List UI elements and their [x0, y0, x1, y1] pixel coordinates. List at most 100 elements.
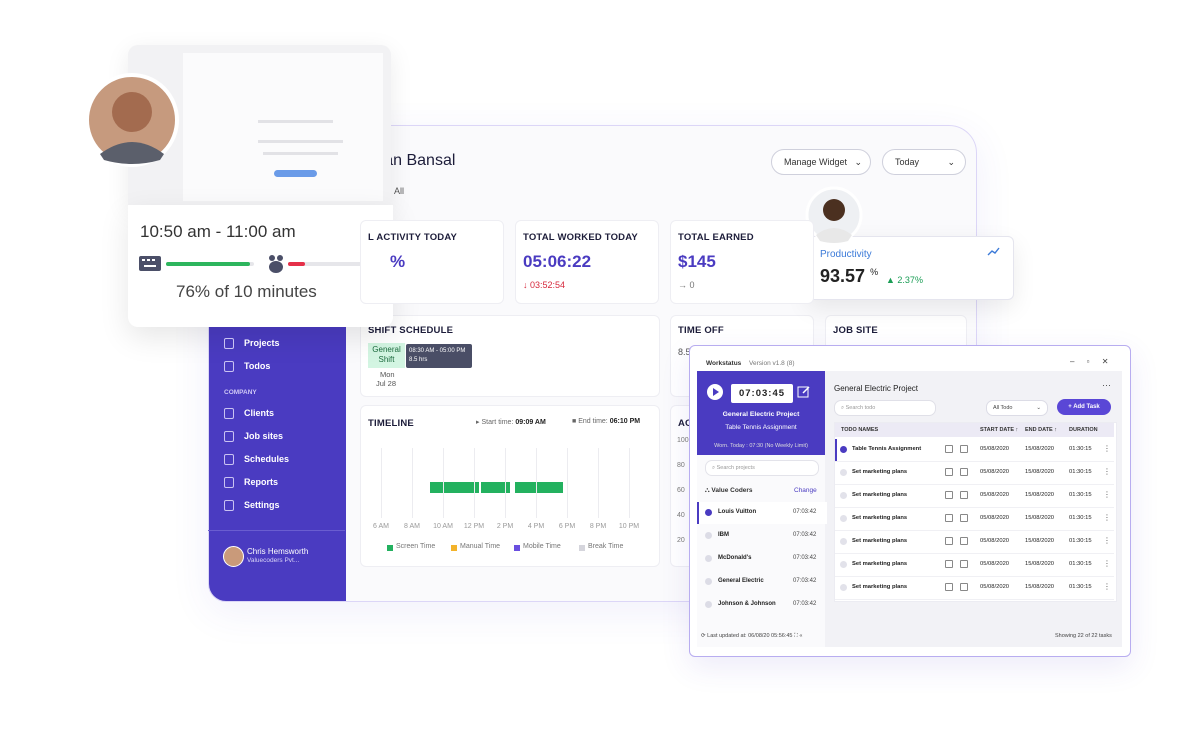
- hour-label: 10 AM: [433, 523, 453, 530]
- sidebar-icon: [224, 500, 234, 511]
- todo-name[interactable]: Set marketing plans: [852, 469, 908, 475]
- sidebar-item[interactable]: Todos: [244, 361, 271, 371]
- sidebar-item[interactable]: Reports: [244, 477, 279, 487]
- edit-icon[interactable]: [960, 468, 968, 476]
- project-name[interactable]: Louis Vuitton: [718, 509, 757, 515]
- edit-icon[interactable]: [960, 445, 968, 453]
- more-menu[interactable]: ···: [1102, 380, 1111, 390]
- productivity-number: 93.57: [820, 266, 866, 286]
- shift-hours: 8.5 hrs: [409, 357, 428, 363]
- todo-cell: 01:30:15: [1069, 515, 1092, 521]
- todo-cell: 01:30:15: [1069, 446, 1092, 452]
- legend-label: Break Time: [588, 543, 624, 550]
- search-projects-placeholder: Search projects: [716, 465, 755, 471]
- project-icon: [705, 532, 712, 539]
- lock-icon: [945, 445, 953, 453]
- todo-filter[interactable]: All Todo ⌄: [986, 400, 1048, 416]
- todo-cell: 01:30:15: [1069, 584, 1092, 590]
- todo-status: [840, 469, 847, 476]
- sidebar-icon: [224, 361, 234, 372]
- timeline-gridline: [412, 448, 413, 518]
- row-menu[interactable]: ⋮: [1103, 582, 1111, 591]
- stat-value: 05:06:22: [523, 252, 592, 271]
- search-todo[interactable]: ⌕ Search todo: [834, 400, 936, 416]
- project-icon: [705, 555, 712, 562]
- edit-icon[interactable]: [960, 491, 968, 499]
- period-select[interactable]: Today ⌄: [882, 149, 966, 175]
- timeline-bar: [430, 482, 479, 493]
- project-name[interactable]: General Electric: [718, 578, 764, 584]
- project-name[interactable]: IBM: [718, 532, 729, 538]
- shift-tooltip: 08:30 AM - 05:00 PM 8.5 hrs: [406, 344, 472, 368]
- change-link[interactable]: Change: [794, 487, 817, 494]
- worked-today: Worn. Today : 07:30 (No Weekly Limit): [714, 443, 808, 449]
- lock-icon: [945, 583, 953, 591]
- row-menu[interactable]: ⋮: [1103, 559, 1111, 568]
- timeline-card: [360, 405, 660, 567]
- row-menu[interactable]: ⋮: [1103, 513, 1111, 522]
- project-icon: [705, 601, 712, 608]
- timeline-bar: [481, 482, 510, 493]
- sidebar-item[interactable]: Job sites: [244, 431, 284, 441]
- todo-name[interactable]: Set marketing plans: [852, 561, 908, 567]
- shift-date: Jul 28: [376, 379, 397, 388]
- manage-widget-button[interactable]: Manage Widget ⌄: [771, 149, 871, 175]
- org-name: ⛬ Value Coders: [705, 487, 753, 494]
- showing-count: Showing 22 of 22 tasks: [1055, 633, 1112, 639]
- row-menu[interactable]: ⋮: [1103, 536, 1111, 545]
- edit-icon[interactable]: [960, 514, 968, 522]
- change-value: 2.37%: [897, 275, 923, 285]
- edit-icon[interactable]: [960, 560, 968, 568]
- row-menu[interactable]: ⋮: [1103, 444, 1111, 453]
- productivity-unit: %: [870, 267, 879, 277]
- todo-cell: 15/08/2020: [1025, 584, 1055, 590]
- edit-icon[interactable]: [960, 537, 968, 545]
- sidebar-item[interactable]: Clients: [244, 408, 275, 418]
- lock-icon: [945, 560, 953, 568]
- row-divider: [835, 530, 1114, 531]
- hour-label: 8 AM: [404, 523, 420, 530]
- todo-name[interactable]: Set marketing plans: [852, 584, 908, 590]
- timeline-start: ▸ Start time: 09:09 AM: [476, 419, 546, 426]
- hour-label: 6 PM: [558, 523, 576, 530]
- project-time: 07:03:42: [793, 532, 817, 538]
- sidebar-icon: [224, 431, 234, 442]
- org-label: Value Coders: [711, 487, 753, 494]
- row-menu[interactable]: ⋮: [1103, 490, 1111, 499]
- add-task-label: Add Task: [1073, 404, 1100, 410]
- todo-filter-label: All Todo: [993, 405, 1013, 411]
- add-task-button[interactable]: + Add Task: [1057, 399, 1111, 415]
- project-time: 07:03:42: [793, 509, 817, 515]
- todo-name[interactable]: Set marketing plans: [852, 492, 908, 498]
- edit-icon[interactable]: [960, 583, 968, 591]
- filter-tab[interactable]: All: [394, 186, 405, 196]
- sidebar-item[interactable]: Settings: [244, 500, 280, 510]
- sidebar-divider: [208, 530, 345, 531]
- legend-label: Manual Time: [460, 543, 501, 550]
- activity-tick: 40: [677, 512, 685, 519]
- todo-name[interactable]: Table Tennis Assignment: [852, 446, 922, 452]
- edit-icon[interactable]: [797, 385, 811, 399]
- keyboard-bar: [166, 262, 254, 266]
- search-projects[interactable]: ⌕ Search projects: [705, 460, 819, 476]
- todo-cell: 01:30:15: [1069, 561, 1092, 567]
- sidebar-item[interactable]: Projects: [244, 338, 280, 348]
- project-name[interactable]: McDonald's: [718, 555, 752, 561]
- todo-name[interactable]: Set marketing plans: [852, 515, 908, 521]
- sidebar-item[interactable]: Schedules: [244, 454, 290, 464]
- todo-status: [840, 446, 847, 453]
- row-menu[interactable]: ⋮: [1103, 467, 1111, 476]
- stat-card: [670, 220, 814, 304]
- shift-title: SHIFT SCHEDULE: [368, 325, 454, 336]
- todo-cell: 05/08/2020: [980, 538, 1010, 544]
- project-name[interactable]: Johnson & Johnson: [718, 601, 776, 607]
- play-button[interactable]: [706, 383, 724, 401]
- timeline-gridline: [505, 448, 506, 518]
- legend-swatch: [579, 545, 585, 551]
- row-divider: [835, 599, 1114, 600]
- window-controls[interactable]: – ▫ ✕: [1070, 357, 1109, 366]
- todo-name[interactable]: Set marketing plans: [852, 538, 908, 544]
- period-label: Today: [895, 157, 920, 167]
- current-project: General Electric Project: [722, 411, 800, 418]
- hour-label: 10 PM: [618, 523, 640, 530]
